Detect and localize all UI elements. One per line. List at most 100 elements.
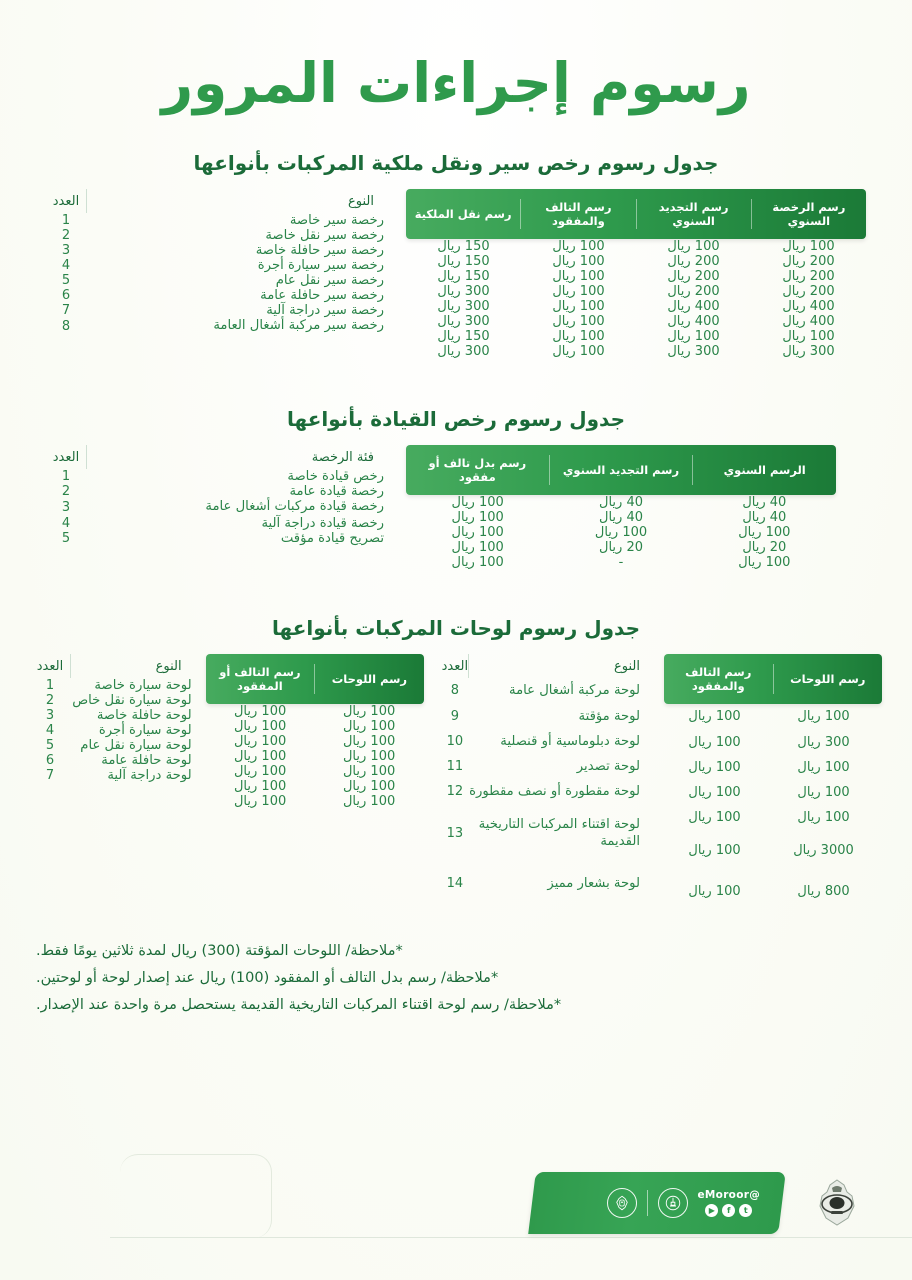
fee-cell: 200 ريال bbox=[667, 254, 720, 270]
fee-cell: 100 ريال bbox=[782, 239, 835, 255]
fee-cell: 300 ريال bbox=[782, 344, 835, 360]
column-divider bbox=[70, 753, 71, 768]
table-row: 100 ريال 100 ريال 100 ريال 150 ريال bbox=[406, 329, 866, 344]
table-row: لوحة مركبة أشغال عامة 8 bbox=[442, 678, 650, 703]
fee-cell: 100 ريال bbox=[451, 510, 504, 526]
fee-cell: 400 ريال bbox=[667, 314, 720, 330]
column-divider bbox=[468, 654, 470, 679]
section-2-table: الرسم السنوي رسم التجديد السنوي رسم بدل … bbox=[0, 445, 912, 570]
fee-cell: 100 ريال bbox=[594, 525, 648, 541]
row-type-label: لوحة دراجة آلية bbox=[107, 768, 192, 784]
fee-cell: 100 ريال bbox=[233, 749, 287, 765]
fee-cell: 150 ريال bbox=[437, 254, 490, 270]
row-type-label: لوحة مركبة أشغال عامة bbox=[509, 683, 640, 699]
youtube-icon[interactable]: ▶ bbox=[705, 1204, 719, 1217]
table-row: 100 ريال 100 ريال 100 ريال 150 ريال bbox=[406, 239, 866, 254]
fee-cell: 100 ريال bbox=[451, 525, 504, 541]
police-badge-icon bbox=[814, 1178, 860, 1228]
row-type-label: رخصة قيادة دراجة آلية bbox=[261, 515, 384, 531]
table-row: لوحة سيارة نقل خاص 2 bbox=[30, 693, 192, 708]
fee-cell: 100 ريال bbox=[233, 719, 287, 735]
section-1-label-columns: النوع العدد رخصة سير خاصة 1 رخصة سير نقل خاص… bbox=[46, 189, 406, 335]
fee-header-plates: رسم اللوحات bbox=[331, 671, 408, 686]
table-header-row: النوع العدد bbox=[30, 654, 192, 679]
fee-cell: 20 ريال bbox=[742, 540, 787, 556]
table-row: 100 ريال 100 ريال 100 ريال bbox=[406, 525, 836, 540]
fee-cell: 100 ريال bbox=[688, 734, 741, 750]
section-2-fee-columns: الرسم السنوي رسم التجديد السنوي رسم بدل … bbox=[406, 445, 836, 570]
fee-cell: 800 ريال bbox=[797, 884, 850, 900]
fee-cell: 100 ريال bbox=[797, 784, 850, 800]
row-index: 1 bbox=[45, 678, 55, 694]
column-divider bbox=[468, 729, 469, 754]
fee-header-replacement: رسم بدل تالف أو مفقود bbox=[428, 455, 527, 485]
row-index: 3 bbox=[61, 500, 71, 515]
fee-cell: 100 ريال bbox=[688, 843, 741, 859]
table-row: 100 ريال - 100 ريال bbox=[406, 555, 836, 570]
facebook-icon[interactable]: f bbox=[722, 1204, 736, 1217]
note-1: *ملاحظة/ اللوحات المؤقتة (300) ريال لمدة… bbox=[36, 943, 403, 960]
fee-cell: 100 ريال bbox=[738, 525, 791, 541]
row-index: 3 bbox=[45, 708, 55, 724]
row-index: 1 bbox=[61, 213, 71, 229]
fee-cell: 100 ريال bbox=[552, 269, 605, 285]
page-footer: @eMoroor t f ▶ bbox=[0, 1140, 912, 1280]
row-index: 2 bbox=[61, 484, 71, 500]
table-row: رخصة سير دراجة آلية 7 bbox=[46, 303, 384, 318]
fee-cell: 100 ريال bbox=[552, 239, 605, 255]
column-divider bbox=[86, 516, 87, 531]
section-1-fee-columns: رسم الرخصة السنوي رسم التجديد السنوي رسم… bbox=[406, 189, 866, 359]
fee-cell: 100 ريال bbox=[233, 794, 287, 810]
fee-cell: 100 ريال bbox=[342, 704, 396, 720]
fee-cell: 100 ريال bbox=[738, 555, 791, 571]
row-type-label: لوحة مقطورة أو نصف مقطورة bbox=[469, 784, 640, 800]
twitter-icon[interactable]: t bbox=[739, 1204, 753, 1217]
table-row: 300 ريال 100 ريال bbox=[664, 729, 882, 754]
table-row: رخصة قيادة مركبات أشغال عامة 3 bbox=[46, 499, 384, 516]
table-row: 300 ريال 300 ريال 100 ريال 300 ريال bbox=[406, 344, 866, 359]
column-divider bbox=[86, 484, 87, 499]
table-row: 200 ريال 200 ريال 100 ريال 150 ريال bbox=[406, 254, 866, 269]
section-2-heading: جدول رسوم رخص القيادة بأنواعها bbox=[287, 407, 625, 432]
fee-cell: 100 ريال bbox=[342, 719, 396, 735]
table-row: لوحة مقطورة أو نصف مقطورة 12 bbox=[442, 779, 650, 804]
fee-cell: 300 ريال bbox=[437, 314, 490, 330]
fee-header-damaged-or-lost: رسم التالف أو المفقود bbox=[219, 664, 301, 694]
column-divider bbox=[70, 654, 71, 679]
fee-cell: 100 ريال bbox=[451, 495, 504, 511]
column-divider bbox=[86, 531, 87, 546]
fee-cell: 40 ريال bbox=[599, 510, 643, 526]
fee-header-damaged-lost: رسم التالف والمفقود bbox=[545, 199, 612, 229]
section-3-tables: رسم اللوحات رسم التالف والمفقود 100 ريال… bbox=[0, 654, 912, 912]
fee-cell: 100 ريال bbox=[552, 314, 605, 330]
footer-rule bbox=[110, 1237, 912, 1238]
fee-cell: 100 ريال bbox=[342, 779, 396, 795]
header-divider bbox=[548, 455, 550, 486]
table-row: لوحة دراجة آلية 7 bbox=[30, 768, 192, 783]
fee-cell: 200 ريال bbox=[667, 269, 720, 285]
table-row: لوحة دبلوماسية أو قنصلية 10 bbox=[442, 729, 650, 754]
table-header-row: النوع العدد bbox=[46, 189, 384, 214]
fee-cell: 100 ريال bbox=[342, 734, 396, 750]
column-divider bbox=[468, 678, 469, 703]
plates-right-header-bar: رسم اللوحات رسم التالف أو المفقود bbox=[205, 654, 424, 705]
plates-table-right: رسم اللوحات رسم التالف أو المفقود 100 ري… bbox=[30, 654, 424, 912]
row-index: 11 bbox=[446, 758, 464, 774]
table-row: 100 ريال 100 ريال bbox=[664, 780, 882, 805]
fee-cell: 100 ريال bbox=[451, 555, 504, 571]
table-row: تصريح قيادة مؤقت 5 bbox=[46, 531, 384, 546]
column-divider bbox=[86, 228, 87, 243]
row-type-label: لوحة سيارة نقل عام bbox=[80, 738, 192, 754]
section-2-fee-header-bar: الرسم السنوي رسم التجديد السنوي رسم بدل … bbox=[406, 445, 836, 496]
row-index: 10 bbox=[446, 733, 464, 749]
row-index: 1 bbox=[61, 469, 71, 485]
social-handle-block: @eMoroor t f ▶ bbox=[698, 1189, 760, 1217]
table-row: 40 ريال 40 ريال 100 ريال bbox=[406, 495, 836, 510]
table-row: رخصة سير حافلة خاصة 3 bbox=[46, 243, 384, 258]
header-divider bbox=[772, 664, 774, 695]
social-handle[interactable]: @eMoroor bbox=[697, 1189, 760, 1201]
table-row: 100 ريال 100 ريال bbox=[206, 734, 424, 749]
fee-header-damaged-lost: رسم التالف والمفقود bbox=[685, 664, 752, 694]
column-divider bbox=[86, 258, 87, 273]
row-type-label: رخصة قيادة عامة bbox=[289, 484, 384, 500]
